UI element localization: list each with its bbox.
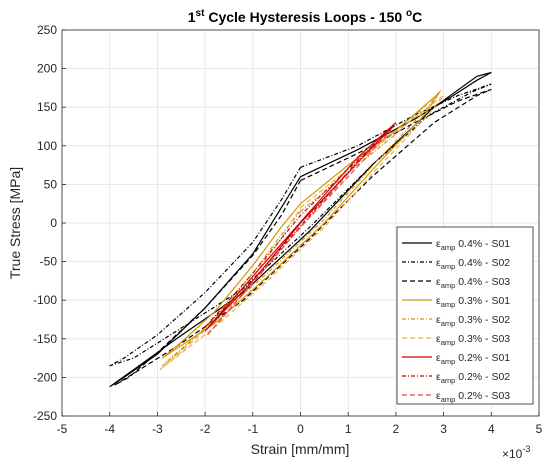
series-line-3 bbox=[114, 88, 492, 386]
x-tick-labels: -5 -4 -3 -2 -1 0 1 2 3 4 5 bbox=[57, 422, 543, 436]
legend-entry-9: εamp 0.2% - S03 bbox=[436, 390, 510, 404]
y-tick-label: 100 bbox=[37, 139, 57, 153]
x-axis-label: Strain [mm/mm] bbox=[251, 441, 350, 457]
y-tick-label: 200 bbox=[37, 62, 57, 76]
x-tick-label: 5 bbox=[536, 422, 543, 436]
y-tick-label: -100 bbox=[33, 293, 57, 307]
legend-entry-4: εamp 0.3% - S01 bbox=[436, 295, 510, 309]
legend-entry-3: εamp 0.4% - S03 bbox=[436, 276, 510, 290]
x-tick-label: 0 bbox=[297, 422, 304, 436]
y-tick-label: -150 bbox=[33, 332, 57, 346]
series-line-4 bbox=[161, 92, 440, 359]
legend-entry-5: εamp 0.3% - S02 bbox=[436, 314, 510, 328]
x-multiplier: ×10-3 bbox=[502, 444, 530, 461]
y-tick-label: 150 bbox=[37, 100, 57, 114]
legend: εamp 0.4% - S01 εamp 0.4% - S02 εamp 0.4% … bbox=[396, 226, 534, 405]
legend-entry-7: εamp 0.2% - S01 bbox=[436, 352, 510, 366]
x-tick-label: -5 bbox=[57, 422, 68, 436]
y-tick-labels: 250 200 150 100 50 0 -50 -100 -150 -200 -250 bbox=[33, 23, 57, 423]
y-tick-label: -250 bbox=[33, 409, 57, 423]
x-tick-label: -1 bbox=[247, 422, 258, 436]
legend-entry-6: εamp 0.3% - S03 bbox=[436, 333, 510, 347]
y-tick-label: -50 bbox=[40, 255, 58, 269]
y-tick-label: -200 bbox=[33, 370, 57, 384]
y-tick-label: 250 bbox=[37, 23, 57, 37]
x-tick-label: 2 bbox=[393, 422, 400, 436]
x-tick-label: 3 bbox=[440, 422, 447, 436]
y-tick-label: 50 bbox=[44, 177, 58, 191]
x-tick-label: -4 bbox=[104, 422, 115, 436]
plot-frame bbox=[61, 29, 540, 417]
legend-entry-8: εamp 0.2% - S02 bbox=[436, 371, 510, 385]
series-layer bbox=[109, 71, 492, 388]
x-tick-label: 4 bbox=[488, 422, 495, 436]
series-line-9 bbox=[207, 129, 392, 336]
series-line-5 bbox=[161, 89, 442, 367]
chart-title: 1st Cycle Hysteresis Loops - 150 oC bbox=[188, 8, 422, 25]
x-tick-label: -2 bbox=[200, 422, 211, 436]
legend-entry-2: εamp 0.4% - S02 bbox=[436, 257, 510, 271]
legend-entry-1: εamp 0.4% - S01 bbox=[436, 238, 510, 252]
legend-box bbox=[396, 226, 534, 405]
y-tick-label: 0 bbox=[50, 216, 57, 230]
x-tick-label: -3 bbox=[152, 422, 163, 436]
x-tick-label: 1 bbox=[345, 422, 352, 436]
y-axis-label: True Stress [MPa] bbox=[7, 167, 23, 279]
